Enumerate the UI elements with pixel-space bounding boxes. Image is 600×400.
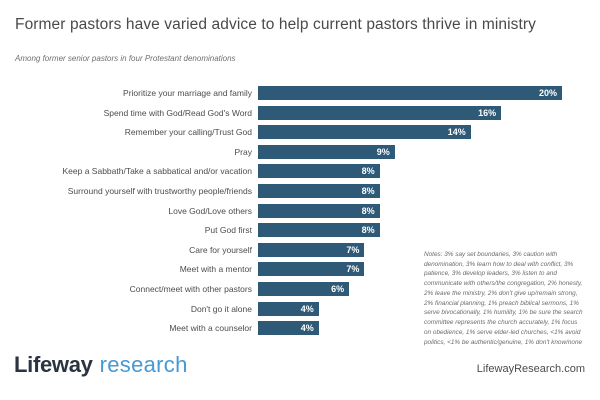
bar-value-label: 7%: [346, 264, 360, 275]
bar: 8%: [258, 183, 380, 198]
bar-value-label: 8%: [361, 225, 375, 236]
chart-row: Put God first 8%: [0, 223, 600, 238]
category-label: Spend time with God/Read God's Word: [103, 107, 252, 118]
bar-value-label: 6%: [331, 283, 345, 294]
category-label: Pray: [234, 146, 252, 157]
bar-value-label: 8%: [361, 205, 375, 216]
chart-row: Connect/meet with other pastors 6%: [0, 281, 600, 296]
bar: 7%: [258, 262, 365, 277]
bar-chart: Prioritize your marriage and family 20% Sp…: [0, 86, 600, 341]
chart-row: Meet with a counselor 4%: [0, 321, 600, 336]
category-label: Put God first: [204, 225, 252, 236]
bar-value-label: 14%: [447, 127, 466, 138]
bar-value-label: 7%: [346, 244, 360, 255]
chart-row: Don't go it alone 4%: [0, 301, 600, 316]
chart-row: Remember your calling/Trust God 14%: [0, 125, 600, 140]
website-url: LifewayResearch.com: [476, 363, 585, 375]
chart-row: Spend time with God/Read God's Word 16%: [0, 105, 600, 120]
brand-secondary-text: research: [99, 352, 188, 377]
category-label: Meet with a mentor: [179, 264, 252, 275]
category-label: Meet with a counselor: [169, 323, 252, 334]
brand-primary-text: Lifeway: [14, 352, 93, 377]
chart-notes: Notes: 3% say set boundaries, 3% caution…: [424, 251, 583, 346]
bar-value-label: 8%: [361, 185, 375, 196]
chart-row: Pray 9%: [0, 144, 600, 159]
category-label: Connect/meet with other pastors: [129, 283, 252, 294]
bar-value-label: 8%: [361, 166, 375, 177]
chart-row: Care for yourself 7%: [0, 242, 600, 257]
bar: 9%: [258, 144, 395, 159]
category-label: Care for yourself: [189, 244, 252, 255]
category-label: Love God/Love others: [168, 205, 252, 216]
bar: 8%: [258, 203, 380, 218]
chart-row: Love God/Love others 8%: [0, 203, 600, 218]
bar-value-label: 16%: [478, 107, 497, 118]
bar: 6%: [258, 281, 350, 296]
bar-value-label: 20%: [538, 88, 557, 98]
bar: 14%: [258, 125, 471, 140]
category-label: Keep a Sabbath/Take a sabbatical and/or …: [62, 166, 253, 177]
bar: 7%: [258, 242, 365, 257]
bar-value-label: 4%: [300, 303, 314, 314]
chart-subtitle: Among former senior pastors in four Prot…: [15, 54, 236, 63]
bar: 8%: [258, 223, 380, 238]
bar: 8%: [258, 164, 380, 179]
bar-value-label: 9%: [376, 146, 390, 157]
chart-row: Keep a Sabbath/Take a sabbatical and/or …: [0, 164, 600, 179]
chart-row: Prioritize your marriage and family 20%: [0, 86, 600, 100]
category-label: Don't go it alone: [190, 303, 252, 314]
bar: 16%: [258, 105, 502, 120]
chart-row: Meet with a mentor 7%: [0, 262, 600, 277]
bar-value-label: 4%: [300, 323, 314, 334]
category-label: Prioritize your marriage and family: [123, 88, 252, 98]
page-title: Former pastors have varied advice to hel…: [15, 16, 537, 33]
category-label: Remember your calling/Trust God: [124, 127, 252, 138]
bar: 4%: [258, 301, 319, 316]
category-label: Surround yourself with trustworthy peopl…: [67, 185, 252, 196]
bar: 20%: [258, 86, 562, 100]
lifeway-research-logo: Lifeway research: [14, 352, 188, 378]
chart-row: Surround yourself with trustworthy peopl…: [0, 183, 600, 198]
bar: 4%: [258, 321, 319, 336]
